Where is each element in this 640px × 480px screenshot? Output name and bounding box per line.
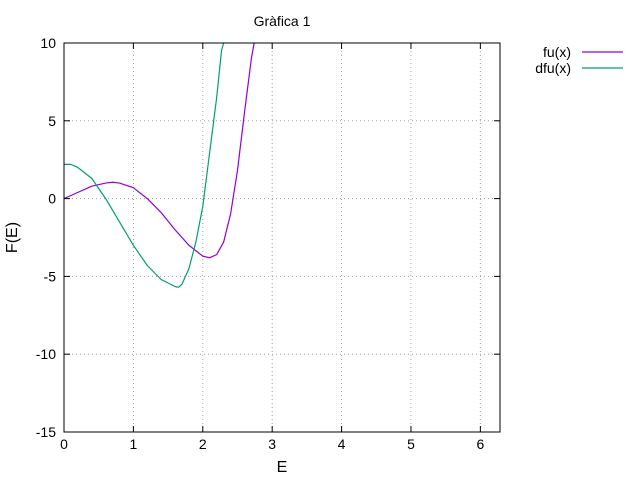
legend: fu(x)dfu(x) — [535, 44, 623, 76]
grid — [64, 43, 500, 432]
legend-label: dfu(x) — [535, 60, 571, 76]
series-lines — [64, 43, 255, 288]
x-tick-label: 0 — [60, 436, 68, 452]
series-line-1 — [64, 43, 255, 259]
x-tick-label: 5 — [407, 436, 415, 452]
y-tick-label: -15 — [36, 424, 56, 440]
y-tick-label: 10 — [40, 35, 56, 51]
x-tick-label: 2 — [199, 436, 207, 452]
x-axis-title: E — [277, 459, 288, 476]
y-tick-label: 5 — [48, 113, 56, 129]
y-axis-title: F(E) — [4, 222, 21, 253]
y-tick-label: -10 — [36, 346, 56, 362]
x-tick-label: 3 — [268, 436, 276, 452]
x-tick-label: 4 — [338, 436, 346, 452]
legend-label: fu(x) — [543, 44, 571, 60]
y-tick-label: -5 — [44, 268, 57, 284]
x-tick-label: 1 — [129, 436, 137, 452]
axis-ticks: 0 1 2 3 4 5 6 -15 -10 -5 0 5 10 — [36, 35, 500, 452]
plot-frame — [63, 42, 501, 433]
chart-title: Gràfica 1 — [254, 13, 311, 29]
x-tick-label: 6 — [476, 436, 484, 452]
series-line-2 — [64, 43, 225, 288]
y-tick-label: 0 — [48, 191, 56, 207]
